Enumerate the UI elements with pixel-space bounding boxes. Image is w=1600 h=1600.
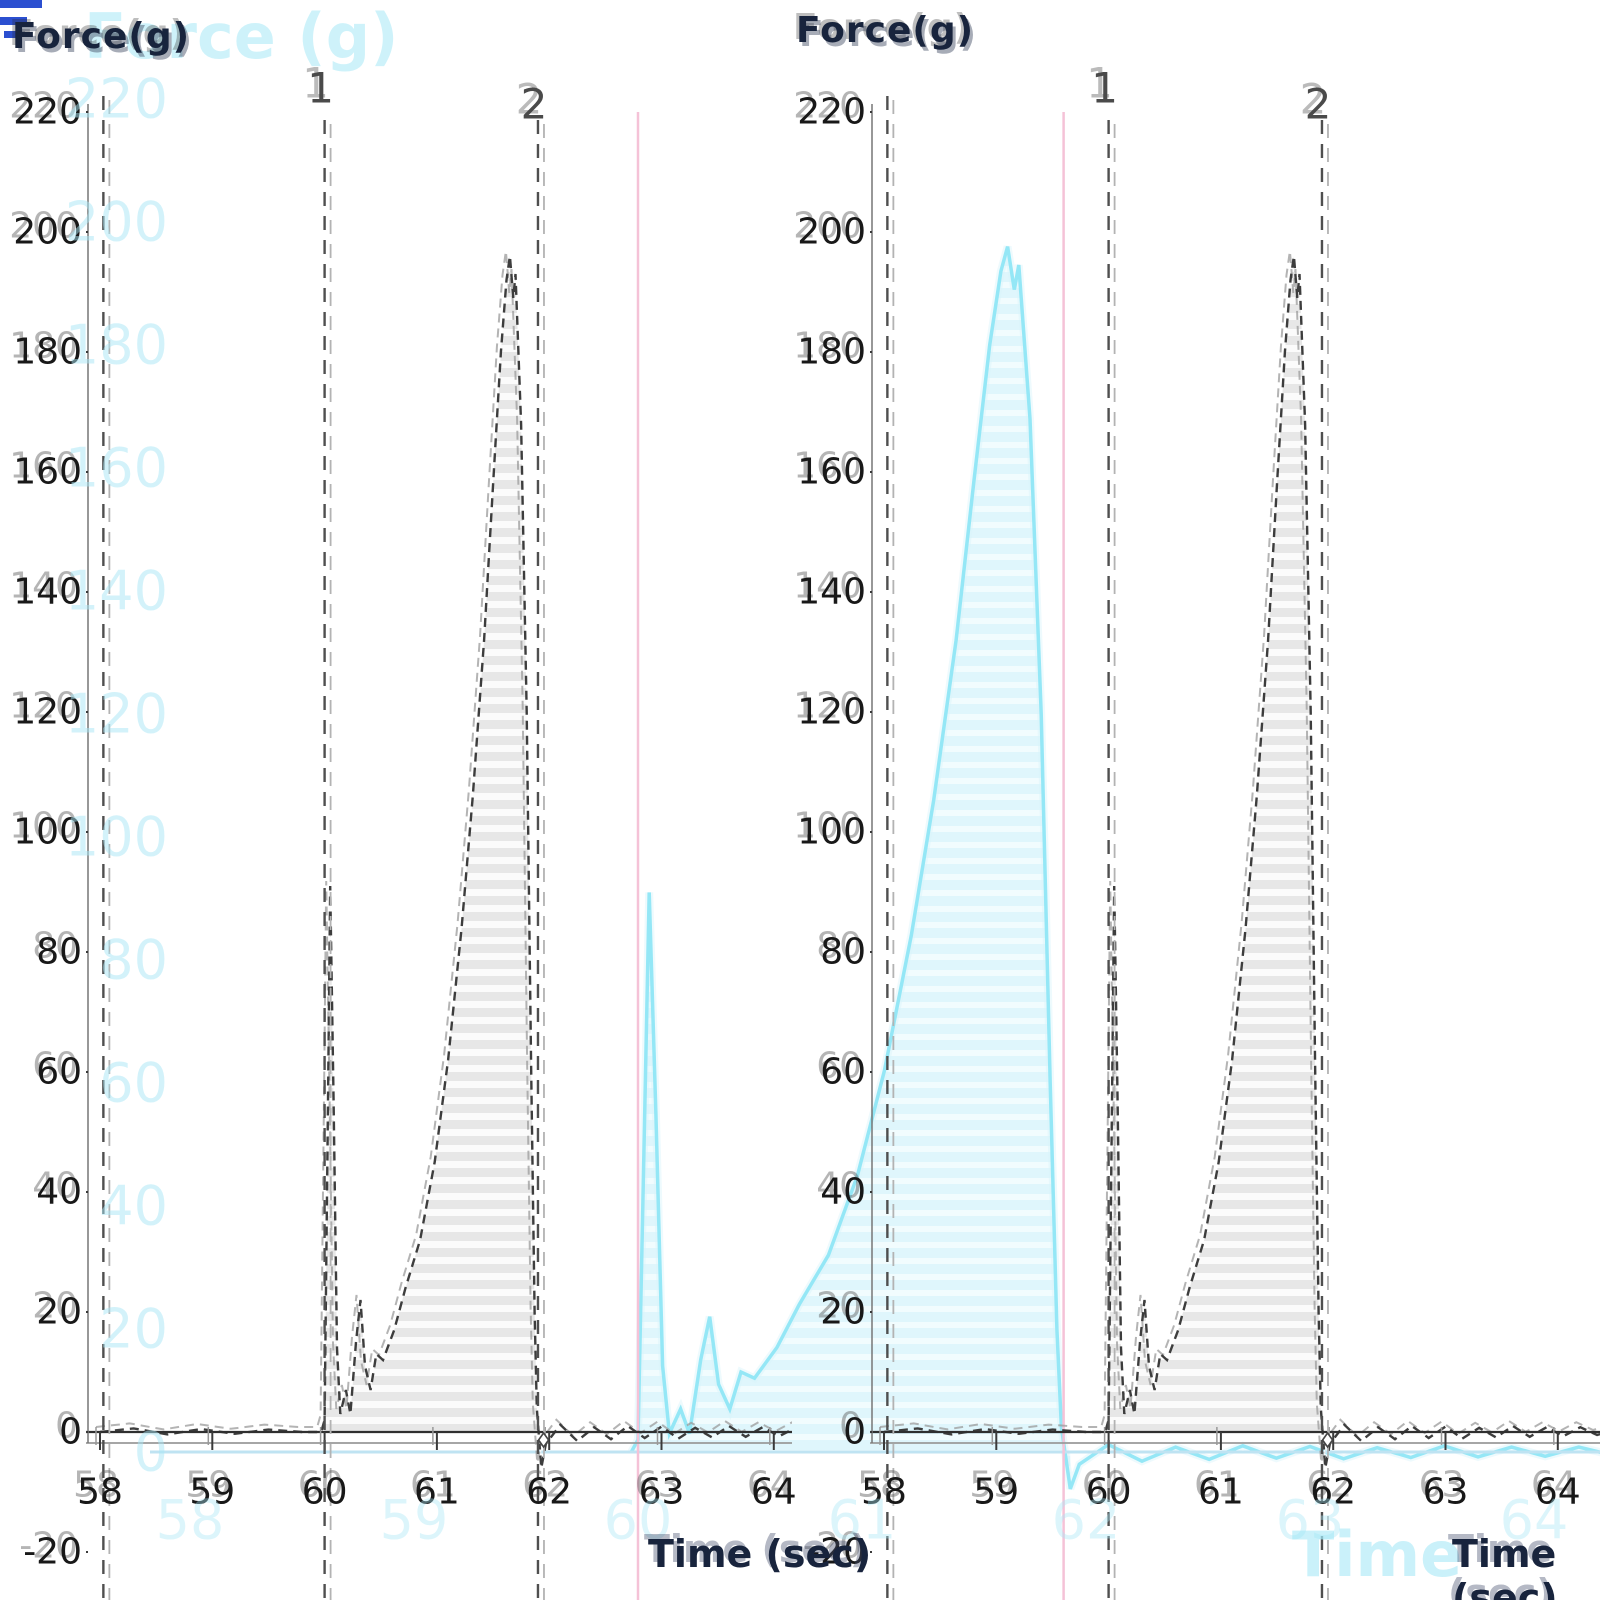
glitch-bar-icon [0,17,27,25]
ghost-curve-fill [638,246,1071,1489]
left-curve-fill [324,256,542,1468]
right-x-axis-title: Time (sec) [1452,1532,1558,1600]
left-curve-line [99,255,792,1469]
left-x-axis-title: Time (sec) [648,1532,872,1576]
ghost-y-axis-title: Force (g) [84,0,399,73]
right-curve-line-ghost [879,250,1600,1464]
left-anchor-diamond-icon [537,1431,550,1449]
glitch-bar-icon [0,0,42,8]
left-curve-line-ghost [95,250,792,1464]
ghost-curve-line [629,246,1600,1490]
right-curve-line [883,255,1600,1469]
right-anchor-diamond-icon [1321,1431,1334,1449]
right-curve-fill [1108,256,1326,1468]
ghost-x-axis-title: Time (sec) [1292,1518,1464,1600]
left-y-axis-title: Force(g) [12,16,191,57]
right-y-axis-title: Force(g) [796,10,975,51]
glitch-bar-icon [4,31,21,38]
